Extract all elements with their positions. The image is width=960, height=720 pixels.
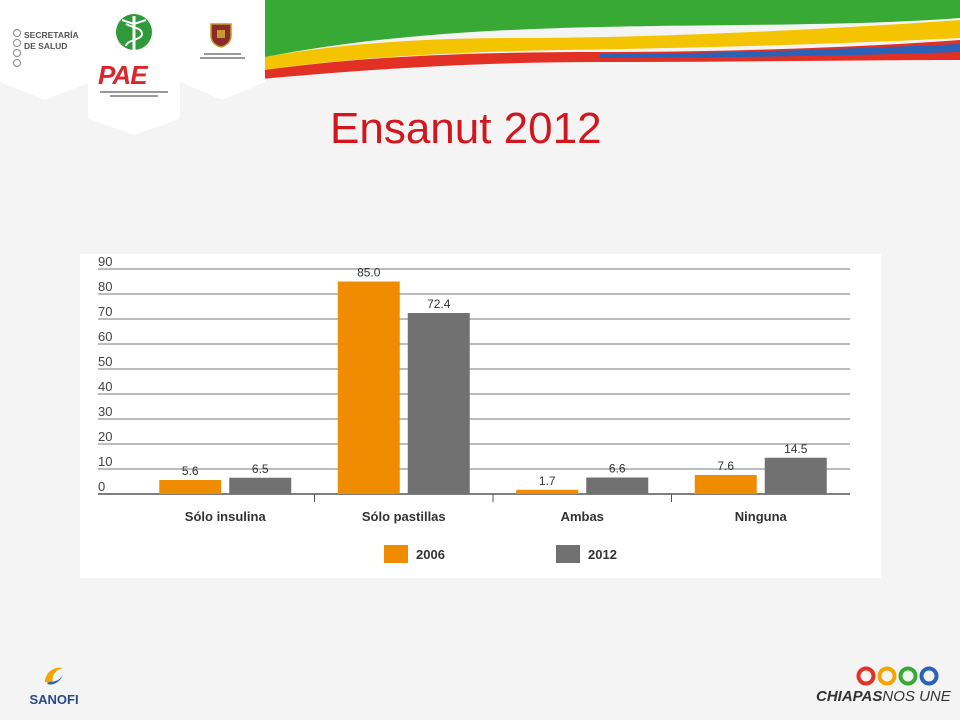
bar-2012-1 bbox=[407, 313, 470, 494]
secretaria-line2: DE SALUD bbox=[24, 41, 68, 51]
bar-value-label: 6.5 bbox=[252, 462, 269, 476]
chiapas-light-text: NOS UNE bbox=[882, 688, 951, 705]
bar-2006-3 bbox=[694, 475, 757, 494]
gobierno-text-graphic bbox=[190, 52, 255, 63]
pae-wordmark: PAE bbox=[98, 60, 148, 90]
bar-chart: 0 10 20 30 40 50 60 70 80 90 Sólo insulina Sólo pas… bbox=[98, 254, 850, 524]
gobierno-chiapas-logo bbox=[180, 0, 265, 100]
bar-2012-0 bbox=[229, 477, 292, 494]
coat-of-arms-icon bbox=[210, 23, 232, 48]
secretaria-salud-logo: SECRETARÍA DE SALUD bbox=[0, 0, 90, 100]
y-tick-label: 70 bbox=[98, 304, 112, 319]
x-category-label: Ninguna bbox=[735, 509, 788, 524]
bar-2006-0 bbox=[159, 480, 222, 494]
sanofi-mark-icon bbox=[45, 667, 63, 685]
header-swoosh bbox=[250, 0, 960, 80]
x-category-label: Ambas bbox=[561, 509, 604, 524]
y-tick-label: 90 bbox=[98, 254, 112, 269]
chiapas-rings-icon bbox=[856, 666, 939, 686]
bar-2012-2 bbox=[586, 477, 649, 494]
bar-value-label: 85.0 bbox=[357, 266, 381, 280]
legend-swatch bbox=[384, 545, 408, 563]
bar-value-label: 1.7 bbox=[539, 474, 556, 488]
y-tick-label: 20 bbox=[98, 429, 112, 444]
chiapas-bold-text: CHIAPAS bbox=[816, 688, 883, 705]
chiapas-nos-une-logo: CHIAPASNOS UNE bbox=[816, 666, 951, 710]
y-tick-label: 10 bbox=[98, 454, 112, 469]
legend-item-2012: 2012 bbox=[556, 544, 617, 564]
chart-legend: 2006 2012 bbox=[0, 544, 960, 568]
y-tick-label: 0 bbox=[98, 479, 105, 494]
bar-value-label: 14.5 bbox=[784, 442, 808, 456]
y-tick-label: 40 bbox=[98, 379, 112, 394]
x-category-label: Sólo pastillas bbox=[362, 509, 446, 524]
bar-value-label: 7.6 bbox=[717, 459, 734, 473]
sanofi-logo: SANOFI bbox=[24, 662, 84, 710]
bar-value-label: 72.4 bbox=[427, 297, 451, 311]
chiapas-wordmark: CHIAPASNOS UNE bbox=[816, 688, 951, 705]
bar-2006-2 bbox=[516, 489, 579, 494]
y-tick-label: 60 bbox=[98, 329, 112, 344]
legend-label: 2012 bbox=[588, 546, 617, 562]
secretaria-dots-icon bbox=[13, 29, 21, 69]
y-tick-label: 30 bbox=[98, 404, 112, 419]
bar-2006-1 bbox=[337, 281, 400, 494]
pae-tagline-graphic bbox=[96, 90, 172, 102]
x-category-label: Sólo insulina bbox=[185, 509, 267, 524]
y-tick-label: 80 bbox=[98, 279, 112, 294]
pae-logo: PAE bbox=[88, 0, 180, 135]
sanofi-wordmark: SANOFI bbox=[29, 692, 79, 707]
bar-value-label: 6.6 bbox=[609, 462, 626, 476]
slide-title: Ensanut 2012 bbox=[330, 104, 602, 153]
bar-value-label: 5.6 bbox=[182, 464, 199, 478]
legend-label: 2006 bbox=[416, 546, 445, 562]
chart-panel: 0 10 20 30 40 50 60 70 80 90 Sólo insulina Sólo pas… bbox=[80, 254, 881, 578]
bar-2012-3 bbox=[764, 457, 827, 494]
legend-swatch bbox=[556, 545, 580, 563]
y-tick-label: 50 bbox=[98, 354, 112, 369]
legend-item-2006: 2006 bbox=[384, 544, 445, 564]
secretaria-line1: SECRETARÍA bbox=[24, 30, 79, 40]
caduceus-icon bbox=[116, 14, 152, 54]
